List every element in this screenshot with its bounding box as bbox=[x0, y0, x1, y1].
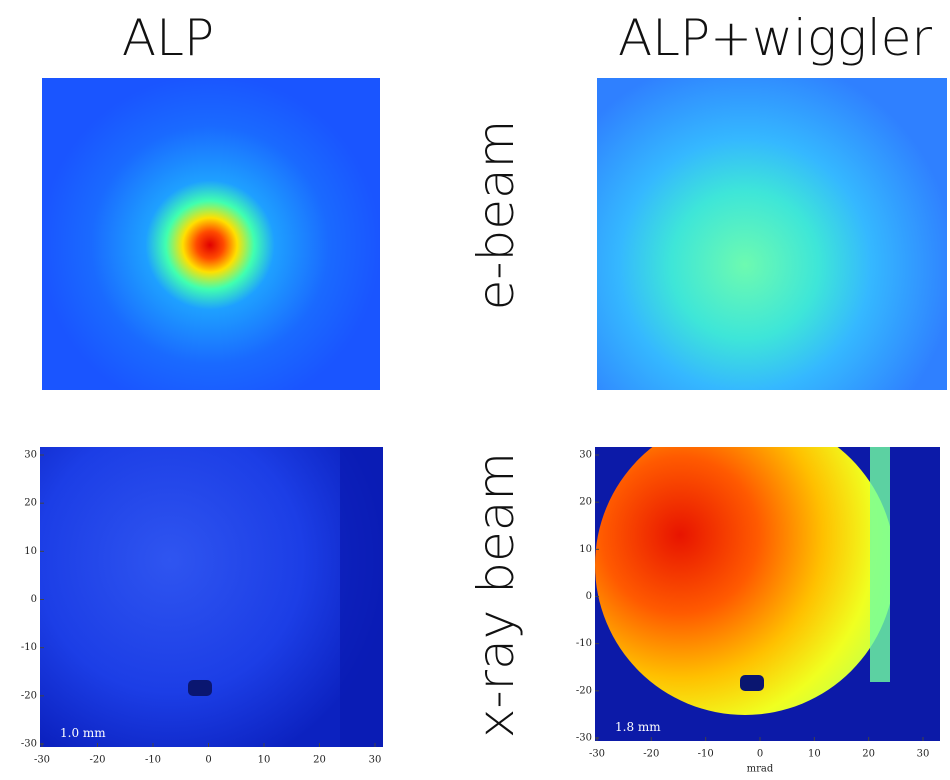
x-tick-label: -10 bbox=[698, 749, 714, 760]
scale-label: 1.0 mm bbox=[60, 726, 106, 740]
xray-image bbox=[40, 447, 383, 747]
xray-beam bbox=[595, 447, 890, 715]
y-tick-label: -30 bbox=[21, 739, 37, 750]
column-title: ALP bbox=[122, 9, 214, 67]
x-tick-label: -10 bbox=[145, 755, 161, 766]
y-tick-label: 30 bbox=[579, 450, 592, 461]
y-tick-label: 20 bbox=[24, 498, 37, 509]
y-tick-label: -20 bbox=[21, 690, 37, 701]
x-tick-label: -20 bbox=[643, 749, 659, 760]
x-tick-label: 30 bbox=[369, 755, 382, 766]
x-axis-label: mrad bbox=[747, 764, 774, 775]
y-tick-label: -10 bbox=[21, 642, 37, 653]
y-tick-label: 0 bbox=[586, 591, 592, 602]
y-tick-label: -30 bbox=[576, 733, 592, 744]
xray-spot bbox=[740, 675, 764, 691]
xray-shadow bbox=[340, 447, 383, 747]
ebeam-image bbox=[42, 78, 380, 390]
row-label: e-beam bbox=[467, 120, 525, 311]
ebeam-image bbox=[597, 78, 947, 390]
x-tick-label: -30 bbox=[589, 749, 605, 760]
y-tick-label: -20 bbox=[576, 685, 592, 696]
y-tick-label: 20 bbox=[579, 497, 592, 508]
y-tick-label: -10 bbox=[576, 638, 592, 649]
xray-spot bbox=[188, 680, 212, 696]
scale-label: 1.8 mm bbox=[615, 720, 661, 734]
x-tick-label: 20 bbox=[313, 755, 326, 766]
x-tick-label: -20 bbox=[89, 755, 105, 766]
x-tick-label: 20 bbox=[862, 749, 875, 760]
x-tick-label: 0 bbox=[757, 749, 763, 760]
x-tick-label: -30 bbox=[34, 755, 50, 766]
x-tick-label: 0 bbox=[205, 755, 211, 766]
y-tick-label: 10 bbox=[24, 546, 37, 557]
xray-band bbox=[870, 447, 890, 682]
y-tick-label: 10 bbox=[579, 544, 592, 555]
x-tick-label: 30 bbox=[917, 749, 930, 760]
x-tick-label: 10 bbox=[258, 755, 271, 766]
row-label: x-ray beam bbox=[467, 452, 525, 738]
column-title: ALP+wiggler bbox=[618, 9, 933, 67]
y-tick-label: 30 bbox=[24, 450, 37, 461]
x-tick-label: 10 bbox=[808, 749, 821, 760]
y-tick-label: 0 bbox=[31, 594, 37, 605]
